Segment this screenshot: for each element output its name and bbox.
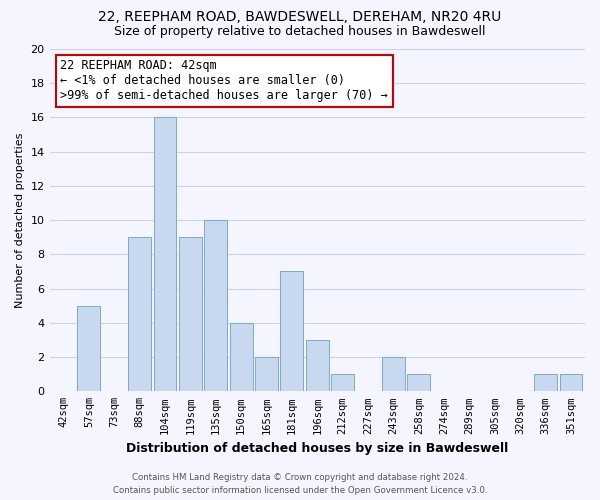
Bar [205, 220, 227, 392]
Y-axis label: Number of detached properties: Number of detached properties [15, 132, 25, 308]
Bar [255, 357, 278, 392]
Bar [179, 238, 202, 392]
Bar [230, 323, 253, 392]
X-axis label: Distribution of detached houses by size in Bawdeswell: Distribution of detached houses by size … [126, 442, 508, 455]
Bar [154, 118, 176, 392]
Bar [560, 374, 583, 392]
Bar [77, 306, 100, 392]
Bar [382, 357, 405, 392]
Text: Size of property relative to detached houses in Bawdeswell: Size of property relative to detached ho… [114, 25, 486, 38]
Bar [306, 340, 329, 392]
Bar [534, 374, 557, 392]
Bar [407, 374, 430, 392]
Text: 22 REEPHAM ROAD: 42sqm
← <1% of detached houses are smaller (0)
>99% of semi-det: 22 REEPHAM ROAD: 42sqm ← <1% of detached… [60, 60, 388, 102]
Text: 22, REEPHAM ROAD, BAWDESWELL, DEREHAM, NR20 4RU: 22, REEPHAM ROAD, BAWDESWELL, DEREHAM, N… [98, 10, 502, 24]
Text: Contains HM Land Registry data © Crown copyright and database right 2024.
Contai: Contains HM Land Registry data © Crown c… [113, 474, 487, 495]
Bar [280, 272, 304, 392]
Bar [331, 374, 354, 392]
Bar [128, 238, 151, 392]
